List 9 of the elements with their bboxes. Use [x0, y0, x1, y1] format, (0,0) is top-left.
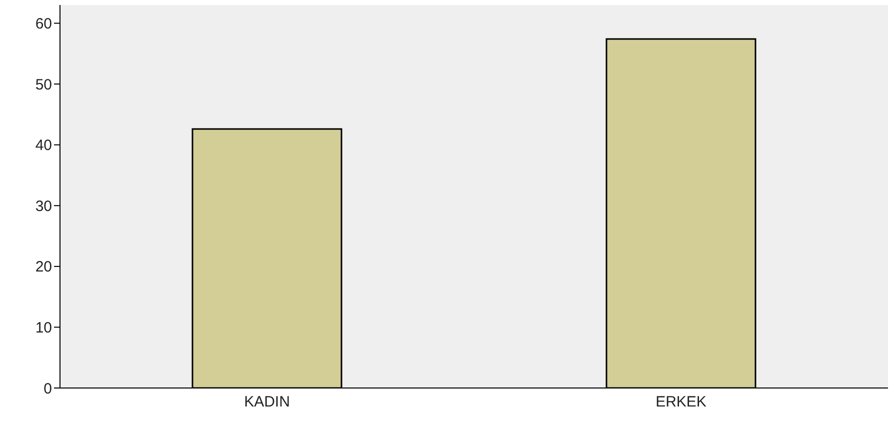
- x-tick-label: ERKEK: [656, 394, 706, 411]
- y-tick-label: 60: [35, 16, 52, 33]
- y-tick-label: 50: [35, 76, 52, 94]
- y-tick-label: 30: [35, 198, 52, 215]
- y-tick-label: 40: [35, 137, 52, 154]
- y-tick-label: 20: [35, 258, 52, 276]
- y-tick-label: 10: [35, 320, 52, 337]
- y-tick-label: 0: [44, 380, 52, 398]
- x-tick-label: KADIN: [244, 394, 290, 411]
